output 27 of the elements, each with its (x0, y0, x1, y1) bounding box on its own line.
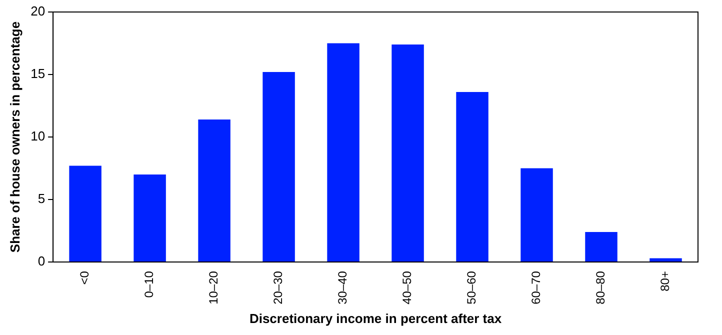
y-tick-label: 0 (38, 254, 46, 269)
y-tick-label: 10 (30, 128, 46, 144)
bar (198, 120, 230, 262)
bar (456, 92, 488, 262)
bar (392, 44, 424, 262)
bar (585, 232, 618, 262)
x-tick-label: 0–10 (142, 270, 156, 298)
x-tick-label: 50–60 (464, 270, 479, 304)
bar (327, 43, 360, 262)
x-tick-label: 10–20 (206, 270, 221, 304)
x-tick-label: 30–40 (336, 270, 350, 304)
x-axis-title: Discretionary income in percent after tax (249, 310, 502, 326)
x-tick-label: 40–50 (400, 270, 414, 304)
bar (262, 72, 295, 262)
bar (520, 168, 553, 262)
x-tick-label: 20–30 (271, 270, 286, 304)
x-tick-label: 80+ (658, 271, 672, 292)
bar (69, 166, 102, 262)
x-tick-label: 60–70 (529, 270, 544, 304)
x-tick-label: <0 (78, 270, 92, 285)
bar (650, 258, 682, 262)
y-tick-label: 15 (30, 66, 46, 82)
x-tick-label: 80–80 (594, 270, 608, 304)
y-axis-title: Share of house owners in percentage (7, 21, 22, 253)
y-tick-label: 5 (38, 191, 46, 206)
y-tick-label: 20 (30, 4, 46, 19)
bar (134, 174, 166, 262)
